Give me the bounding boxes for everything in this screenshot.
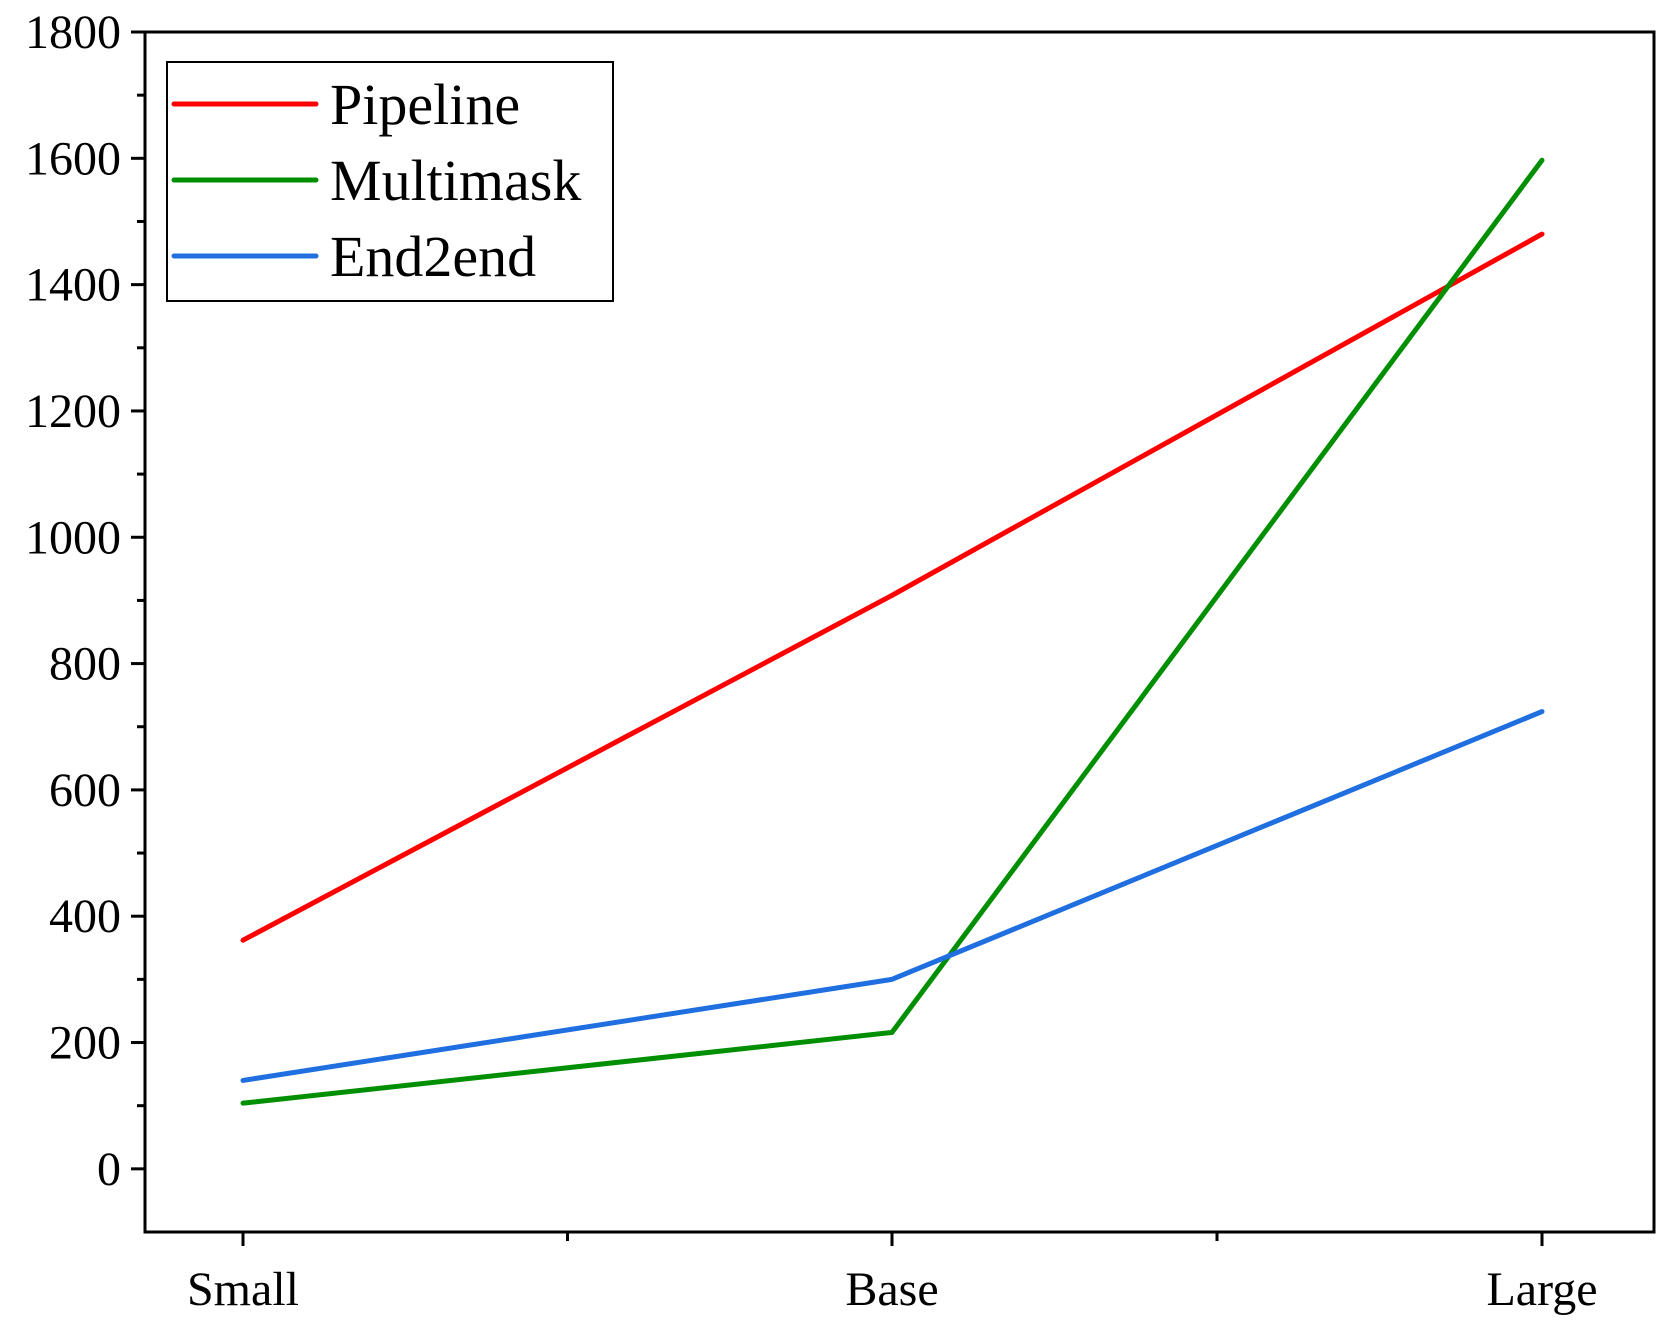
series-line-pipeline bbox=[240, 231, 1545, 943]
x-tick-label: Large bbox=[1486, 1263, 1597, 1316]
series-layer bbox=[240, 157, 1545, 1106]
legend-label-pipeline: Pipeline bbox=[330, 72, 520, 137]
y-tick-label: 400 bbox=[49, 890, 121, 943]
series-line-end2end bbox=[240, 709, 1545, 1083]
y-tick-label: 1400 bbox=[25, 259, 121, 312]
y-tick-label: 800 bbox=[49, 638, 121, 691]
y-tick-label: 1200 bbox=[25, 385, 121, 438]
y-tick-label: 1800 bbox=[25, 6, 121, 59]
y-tick-label: 200 bbox=[49, 1017, 121, 1070]
legend-items: Pipeline Multimask End2end bbox=[171, 72, 581, 289]
x-tick-label: Small bbox=[187, 1263, 299, 1316]
x-tick-label: Base bbox=[845, 1263, 938, 1316]
legend-label-end2end: End2end bbox=[330, 224, 536, 289]
legend-label-multimask: Multimask bbox=[330, 148, 581, 213]
y-tick-label: 600 bbox=[49, 764, 121, 817]
x-axis: Small Base Large bbox=[187, 1232, 1598, 1316]
legend: Pipeline Multimask End2end bbox=[166, 61, 614, 302]
plot-frame bbox=[143, 30, 1656, 1234]
y-axis: 0 200 400 600 800 1000 1200 1400 1600 1800 bbox=[25, 6, 145, 1196]
y-tick-label: 1000 bbox=[25, 511, 121, 564]
series-line-multimask bbox=[240, 157, 1545, 1106]
y-tick-label: 1600 bbox=[25, 132, 121, 185]
y-tick-label: 0 bbox=[97, 1143, 121, 1196]
